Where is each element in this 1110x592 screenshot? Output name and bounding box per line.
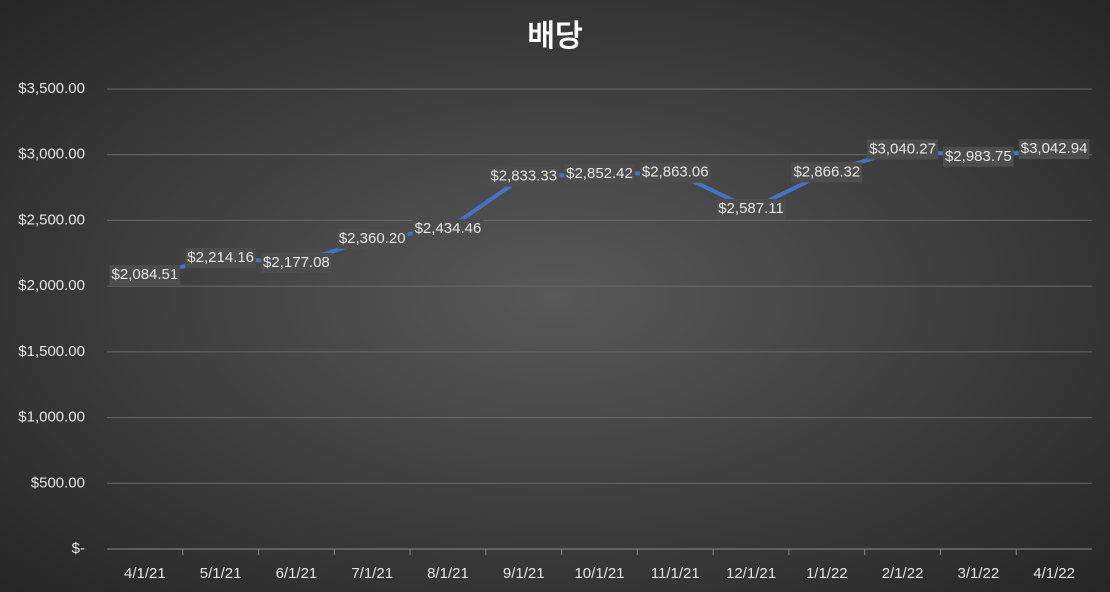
y-tick-label: $2,500.00 xyxy=(18,211,85,228)
data-label: $2,833.33 xyxy=(490,168,557,185)
y-tick-label: $2,000.00 xyxy=(18,277,85,294)
x-tick-label: 1/1/22 xyxy=(806,565,848,582)
x-tick-label: 2/1/22 xyxy=(882,565,924,582)
data-label: $2,177.08 xyxy=(263,254,330,271)
data-label-bg xyxy=(488,166,560,187)
data-label-bg xyxy=(261,252,332,273)
y-tick-label: $- xyxy=(72,540,85,557)
data-label: $3,042.94 xyxy=(1021,140,1088,157)
data-label-bg xyxy=(412,219,484,240)
y-tick-label: $3,000.00 xyxy=(18,146,85,163)
x-tick-label: 6/1/21 xyxy=(276,565,318,582)
y-tick-label: $500.00 xyxy=(31,474,85,491)
data-label-bg xyxy=(1018,139,1090,160)
data-label: $2,214.16 xyxy=(187,249,254,266)
x-tick-label: 4/1/21 xyxy=(124,565,166,582)
y-tick-label: $1,000.00 xyxy=(18,409,85,426)
data-label-bg xyxy=(791,162,863,183)
data-label-bg xyxy=(942,146,1014,167)
data-label: $2,084.51 xyxy=(112,266,179,283)
x-tick-label: 7/1/21 xyxy=(351,565,393,582)
data-label: $2,983.75 xyxy=(945,148,1012,165)
data-label: $2,866.32 xyxy=(793,163,860,180)
x-tick-label: 3/1/22 xyxy=(957,565,999,582)
x-tick-label: 9/1/21 xyxy=(503,565,545,582)
data-label: $2,360.20 xyxy=(339,230,406,247)
data-label: $3,040.27 xyxy=(869,140,936,157)
x-tick-label: 10/1/21 xyxy=(574,565,624,582)
x-tick-label: 5/1/21 xyxy=(200,565,242,582)
data-label-bg xyxy=(336,228,408,249)
x-tick-label: 12/1/21 xyxy=(726,565,776,582)
data-label: $2,587.11 xyxy=(718,200,784,217)
data-label: $2,434.46 xyxy=(415,220,482,237)
chart-title: 배당 xyxy=(527,20,583,53)
data-label-bg xyxy=(109,265,181,286)
data-label-bg xyxy=(185,247,257,268)
data-label-bg xyxy=(867,139,938,160)
data-label-bg xyxy=(639,162,711,183)
x-tick-label: 4/1/22 xyxy=(1033,565,1075,582)
data-label-bg xyxy=(716,198,786,219)
y-tick-label: $3,500.00 xyxy=(18,80,85,97)
x-tick-label: 8/1/21 xyxy=(427,565,469,582)
data-label: $2,852.42 xyxy=(566,165,633,182)
data-label-bg xyxy=(564,164,635,185)
data-label: $2,863.06 xyxy=(642,164,709,181)
y-tick-label: $1,500.00 xyxy=(18,343,85,360)
x-tick-label: 11/1/21 xyxy=(651,565,700,582)
